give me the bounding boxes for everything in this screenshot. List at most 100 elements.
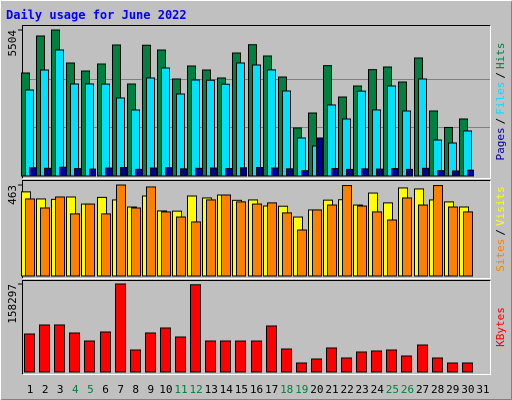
bar (116, 97, 125, 177)
y-tick-label: 158297 (6, 284, 19, 324)
x-tick-label: 20 (310, 383, 323, 396)
bar (236, 201, 246, 277)
y-tick-label: 5504 (6, 30, 19, 57)
bar (387, 219, 397, 277)
bar (252, 64, 261, 177)
bar (131, 109, 140, 177)
bar (100, 331, 111, 373)
bar (55, 49, 64, 177)
bar (89, 168, 96, 177)
bar (146, 77, 155, 177)
bar (271, 167, 278, 177)
x-tick-label: 3 (57, 383, 64, 396)
bar (180, 168, 187, 177)
x-tick-label: 15 (235, 383, 248, 396)
x-tick-label: 28 (431, 383, 444, 396)
legend-separator: / (494, 72, 507, 79)
bar (160, 327, 171, 373)
y-tick-label: 463 (6, 185, 19, 205)
bar (402, 197, 412, 277)
bar (327, 104, 336, 177)
bar (116, 184, 126, 277)
bar (463, 130, 472, 177)
bar (54, 324, 65, 373)
bar (221, 83, 230, 177)
x-tick-label: 14 (220, 383, 234, 396)
bar (115, 283, 126, 373)
x-tick-label: 16 (250, 383, 263, 396)
bar (70, 213, 80, 277)
bar (206, 199, 216, 277)
x-tick-label: 26 (401, 383, 414, 396)
panel-border-light (22, 180, 491, 279)
bar (357, 90, 366, 177)
panel-border-light (22, 25, 491, 179)
bar (342, 118, 351, 177)
x-tick-label: 29 (446, 383, 459, 396)
bar (101, 83, 110, 177)
x-tick-label: 1 (27, 383, 34, 396)
x-tick-label: 2 (42, 383, 49, 396)
legend: Pages / Files / Hits (494, 43, 507, 161)
bar (417, 344, 428, 373)
bar (175, 336, 186, 373)
bar (235, 340, 246, 373)
bar (220, 340, 231, 373)
x-tick-label: 21 (325, 383, 338, 396)
bar (190, 284, 201, 373)
bar (282, 212, 292, 277)
bar (331, 168, 338, 177)
bar (311, 358, 322, 373)
x-tick-label: 27 (416, 383, 429, 396)
bar (462, 362, 473, 373)
bar (452, 170, 459, 177)
bar (387, 85, 396, 177)
bar (316, 137, 323, 177)
bar (433, 185, 443, 277)
bar (191, 221, 201, 277)
legend-separator: / (494, 229, 507, 236)
bar (105, 167, 112, 177)
bar (135, 168, 142, 177)
legend-separator: / (494, 118, 507, 125)
bar (448, 206, 458, 277)
bar (357, 205, 367, 277)
bar (251, 340, 262, 373)
x-tick-label: 24 (371, 383, 385, 396)
bar (130, 349, 141, 373)
bar (84, 340, 95, 373)
x-tick-label: 6 (102, 383, 109, 396)
bar (29, 167, 36, 177)
x-tick-label: 11 (174, 383, 187, 396)
x-tick-label: 19 (295, 383, 308, 396)
bar (240, 167, 247, 177)
bar (401, 355, 412, 373)
bar (145, 332, 156, 373)
bar (296, 362, 307, 373)
bar (205, 340, 216, 373)
bar (256, 167, 263, 177)
legend-entry: KBytes (494, 307, 507, 347)
legend-entry: Visits (494, 186, 507, 226)
x-tick-label: 13 (205, 383, 218, 396)
bar (312, 209, 322, 277)
x-tick-label: 5 (87, 383, 94, 396)
x-tick-label: 23 (356, 383, 369, 396)
bar (25, 198, 35, 277)
bar (101, 213, 111, 277)
bar (161, 67, 170, 177)
bar (356, 351, 367, 373)
bar (206, 79, 215, 177)
x-tick-label: 7 (117, 383, 124, 396)
x-tick-label: 12 (189, 383, 202, 396)
bar (376, 168, 383, 177)
legend-entry: Sites (494, 239, 507, 272)
bar (326, 347, 337, 373)
bar (120, 167, 127, 177)
panel-border-light (22, 280, 491, 375)
bar (418, 78, 427, 177)
legend-entry: Files (494, 82, 507, 115)
bar (25, 89, 34, 177)
bar (402, 110, 411, 177)
